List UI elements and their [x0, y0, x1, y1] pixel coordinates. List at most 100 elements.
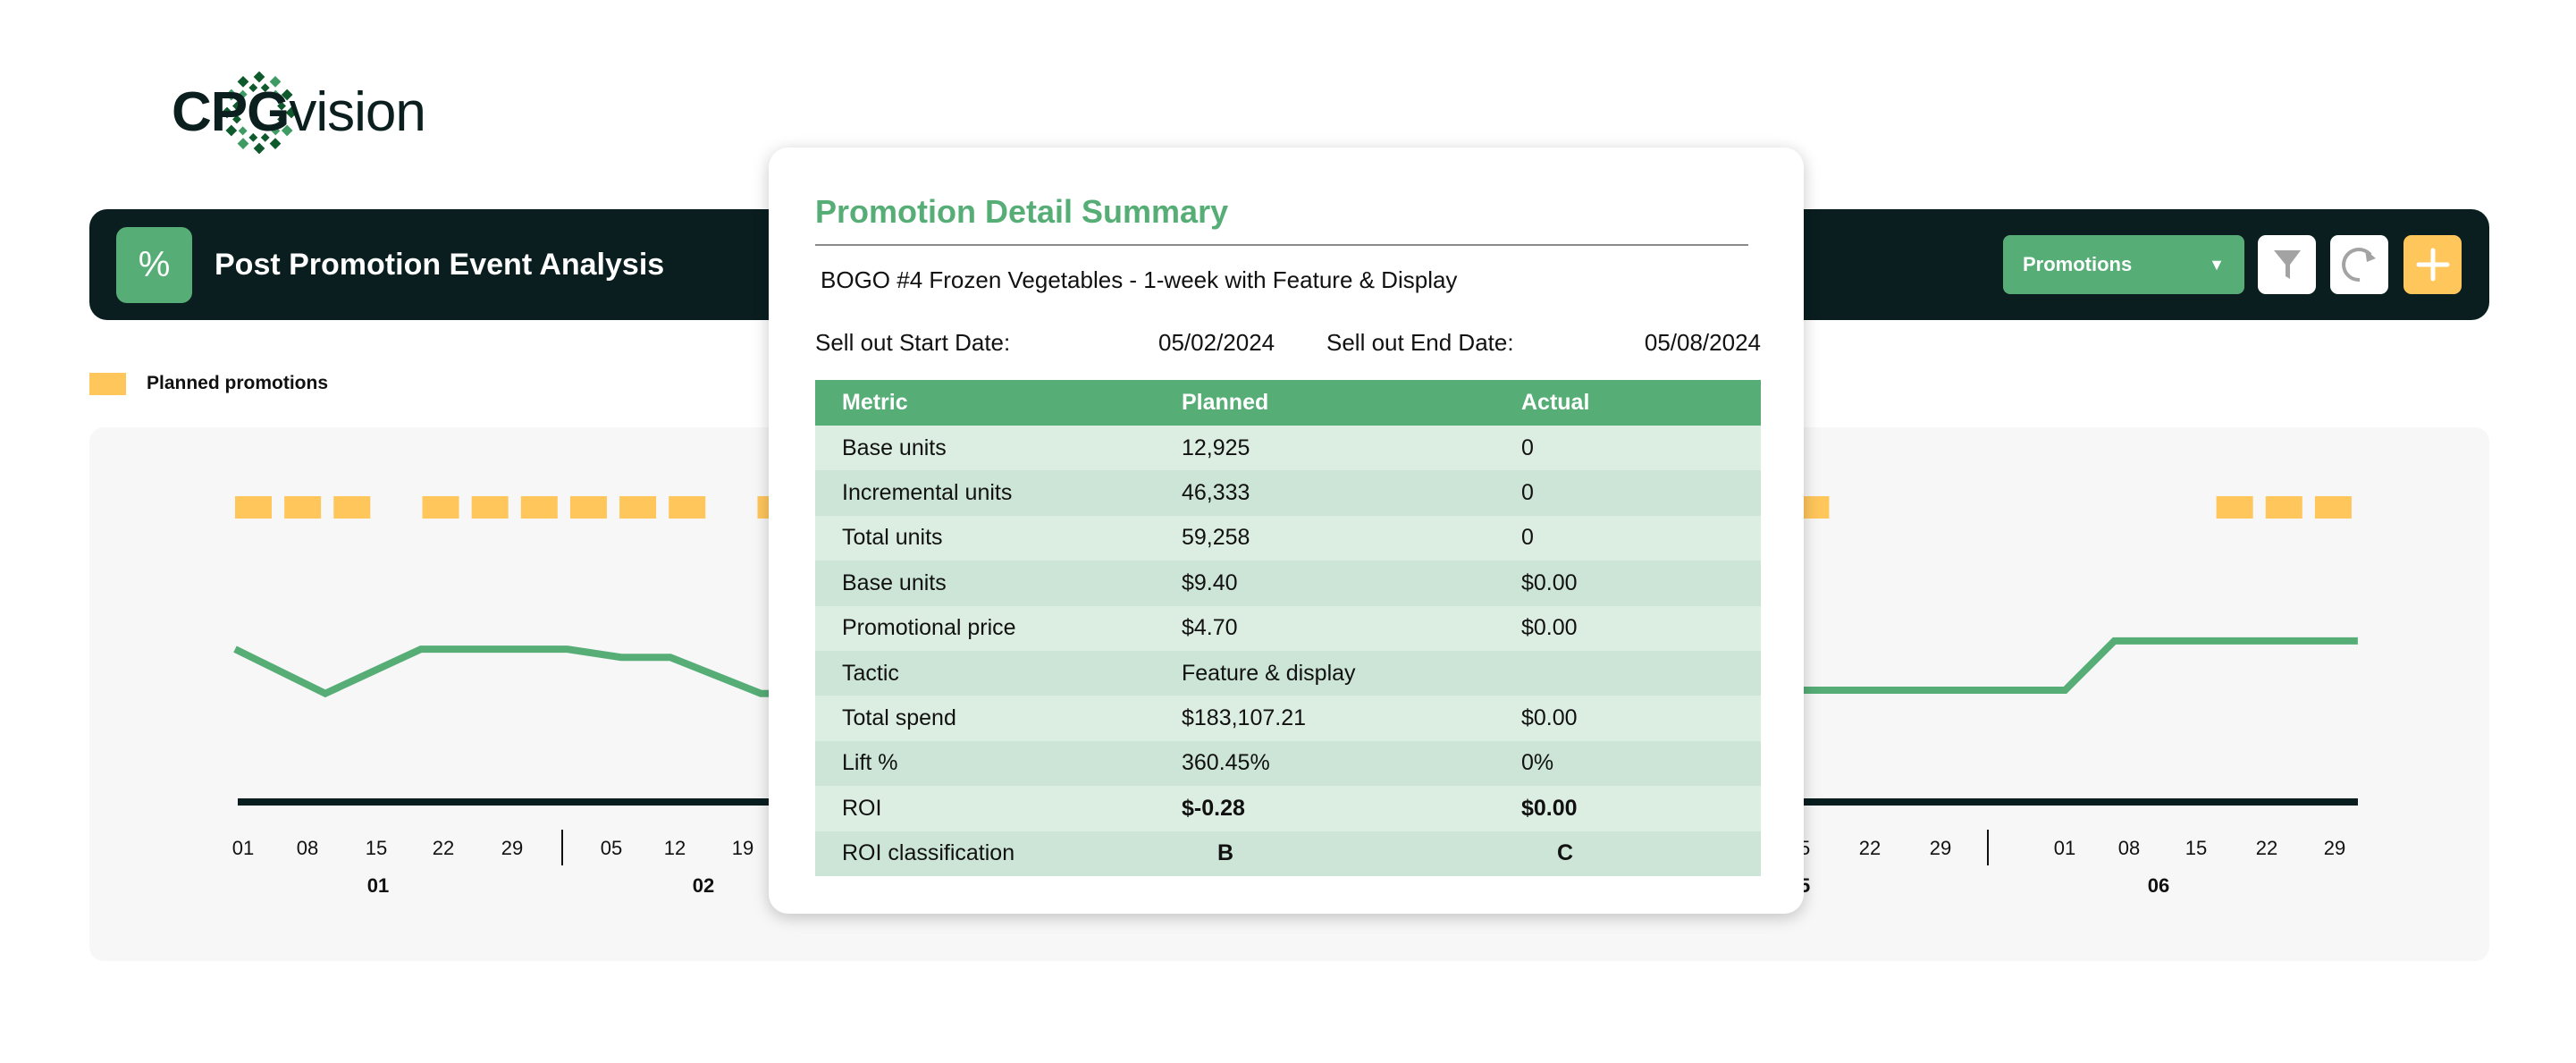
filter-button[interactable]	[2258, 235, 2316, 294]
planned-promotion-marker	[669, 496, 706, 519]
table-row: Base units 12,925 0	[815, 426, 1761, 471]
logo-diamond	[253, 72, 265, 83]
start-date-value: 05/02/2024	[1158, 329, 1275, 356]
logo-diamond	[237, 138, 249, 150]
month-label: 01	[367, 874, 389, 897]
cell-metric: ROI	[815, 786, 1155, 831]
table-header-row: Metric Planned Actual	[815, 380, 1761, 426]
week-tick-label: 22	[433, 837, 454, 859]
popup-title: Promotion Detail Summary	[815, 193, 1229, 230]
brand-name-light: vision	[289, 81, 426, 143]
week-tick-label: 29	[501, 837, 523, 859]
week-tick-label: 15	[2185, 837, 2207, 859]
table-row: Base units $9.40 $0.00	[815, 561, 1761, 606]
cell-planned: Feature & display	[1155, 650, 1494, 696]
table-row: Total units 59,258 0	[815, 515, 1761, 561]
month-label: 06	[2148, 874, 2169, 897]
planned-promotion-marker	[422, 496, 459, 519]
cell-actual: 0	[1494, 470, 1761, 516]
divider	[815, 244, 1748, 246]
week-tick-label: 08	[2118, 837, 2140, 859]
week-tick-label: 29	[2324, 837, 2345, 859]
cell-planned: 12,925	[1155, 426, 1494, 471]
cell-actual: $0.00	[1494, 605, 1761, 651]
cell-planned: 59,258	[1155, 515, 1494, 561]
cpgvision-logo-icon	[221, 72, 298, 154]
series-line	[233, 637, 2358, 698]
planned-promotion-marker	[471, 496, 509, 519]
cell-metric: Incremental units	[815, 470, 1155, 516]
week-tick-label: 15	[366, 837, 387, 859]
logo-diamond	[269, 138, 282, 150]
week-tick-label: 08	[297, 837, 318, 859]
start-date-label: Sell out Start Date:	[815, 329, 1011, 356]
week-tick-label: 22	[2256, 837, 2277, 859]
cell-metric: Base units	[815, 426, 1155, 471]
cell-metric: Tactic	[815, 650, 1155, 696]
cell-actual: C	[1494, 831, 1761, 876]
cell-planned: 360.45%	[1155, 740, 1494, 787]
planned-promotion-marker	[2265, 496, 2302, 519]
table-row: Lift % 360.45% 0%	[815, 740, 1761, 787]
cell-actual: $0.00	[1494, 786, 1761, 831]
column-header-metric: Metric	[815, 380, 1155, 426]
promotion-detail-popup: Promotion Detail Summary BOGO #4 Frozen …	[769, 148, 1804, 914]
caret-down-icon: ▼	[2209, 255, 2225, 274]
table-row: Incremental units 46,333 0	[815, 470, 1761, 516]
cell-planned: B	[1155, 831, 1494, 876]
planned-promotion-marker	[333, 496, 371, 519]
month-label: 02	[693, 874, 714, 897]
week-tick-label: 22	[1859, 837, 1881, 859]
cell-planned: $4.70	[1155, 605, 1494, 651]
cell-metric: Base units	[815, 561, 1155, 606]
logo-diamond	[237, 75, 249, 88]
cell-actual: $0.00	[1494, 696, 1761, 741]
cell-metric: Promotional price	[815, 605, 1155, 651]
planned-promotion-marker	[284, 496, 322, 519]
table-row: Tactic Feature & display	[815, 650, 1761, 696]
cell-planned: $9.40	[1155, 561, 1494, 606]
cell-metric: ROI classification	[815, 831, 1155, 876]
add-button[interactable]	[2403, 235, 2462, 294]
column-header-planned: Planned	[1155, 380, 1494, 426]
filter-icon	[2273, 250, 2301, 279]
refresh-button[interactable]	[2330, 235, 2388, 294]
planned-promotion-marker	[235, 496, 272, 519]
legend-label: Planned promotions	[147, 373, 329, 393]
dropdown-value: Promotions	[2023, 253, 2133, 275]
brand-name: CPGvision	[172, 79, 426, 147]
metrics-table: Metric Planned Actual Base units 12,925 0 I…	[815, 380, 1761, 876]
logo-diamond	[281, 124, 293, 137]
column-header-actual: Actual	[1494, 380, 1761, 426]
planned-promotion-marker	[2216, 496, 2253, 519]
cell-planned: $183,107.21	[1155, 696, 1494, 741]
cell-metric: Total spend	[815, 696, 1155, 741]
planned-promotion-marker	[2314, 496, 2352, 519]
week-tick-label: 05	[601, 837, 622, 859]
week-tick-label: 19	[732, 837, 753, 859]
week-tick-label: 29	[1930, 837, 1951, 859]
planned-promotion-marker	[619, 496, 657, 519]
page-title: Post Promotion Event Analysis	[215, 248, 665, 282]
cell-actual: 0	[1494, 515, 1761, 561]
end-date-value: 05/08/2024	[1644, 329, 1761, 356]
cell-actual: 0	[1494, 426, 1761, 471]
table-row: Total spend $183,107.21 $0.00	[815, 696, 1761, 741]
cell-actual: $0.00	[1494, 561, 1761, 606]
cell-metric: Total units	[815, 515, 1155, 561]
cell-actual	[1494, 650, 1761, 696]
table-row: Promotional price $4.70 $0.00	[815, 605, 1761, 651]
table-row: ROI $-0.28 $0.00	[815, 786, 1761, 831]
cell-planned: $-0.28	[1155, 786, 1494, 831]
cell-metric: Lift %	[815, 740, 1155, 787]
cell-planned: 46,333	[1155, 470, 1494, 516]
planned-promotion-marker	[569, 496, 607, 519]
brand-name-bold: CPG	[172, 81, 290, 143]
end-date-label: Sell out End Date:	[1326, 329, 1514, 356]
plus-icon	[2416, 248, 2449, 282]
week-tick-label: 12	[664, 837, 686, 859]
week-tick-label: 01	[232, 837, 254, 859]
promotion-name: BOGO #4 Frozen Vegetables - 1-week with …	[821, 266, 1458, 293]
logo-diamond	[253, 142, 265, 154]
view-dropdown[interactable]: Promotions ▼	[2003, 235, 2244, 294]
